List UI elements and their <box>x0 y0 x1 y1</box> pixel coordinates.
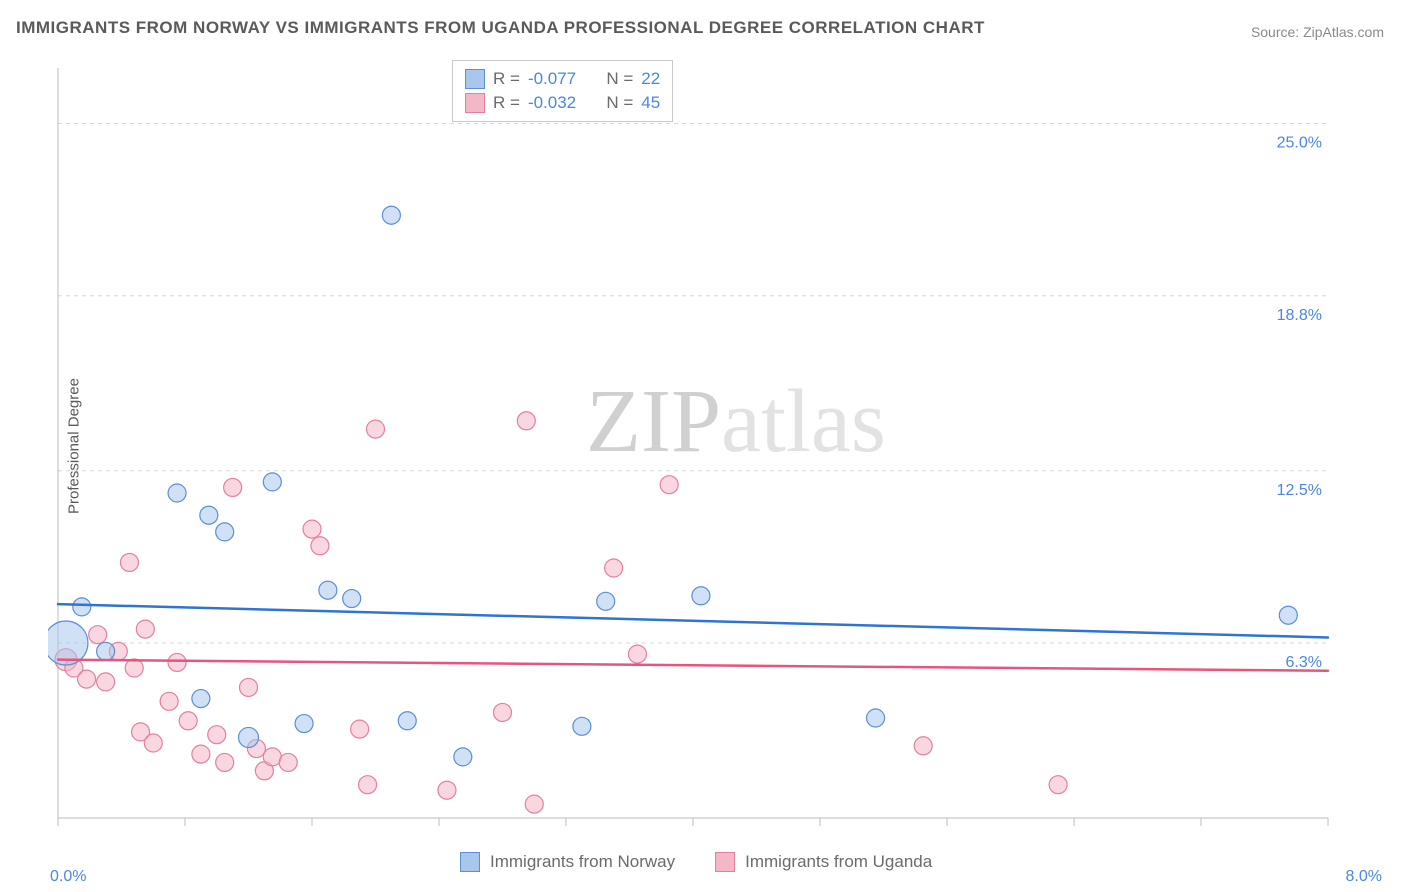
series-legend: Immigrants from Norway Immigrants from Ug… <box>460 852 932 872</box>
data-point <box>311 537 329 555</box>
legend-r-label: R = <box>493 69 520 89</box>
data-point <box>343 590 361 608</box>
data-point <box>192 745 210 763</box>
legend-swatch <box>465 69 485 89</box>
legend-n-value: 22 <box>641 69 660 89</box>
data-point <box>573 717 591 735</box>
data-point <box>160 692 178 710</box>
legend-n-label: N = <box>606 69 633 89</box>
data-point <box>125 659 143 677</box>
data-point <box>168 653 186 671</box>
data-point <box>597 592 615 610</box>
data-point <box>319 581 337 599</box>
chart-area: 6.3% 12.5% 18.8% 25.0% <box>48 58 1338 828</box>
source-attribution: Source: ZipAtlas.com <box>1251 24 1384 40</box>
data-point <box>454 748 472 766</box>
data-point <box>351 720 369 738</box>
trend-line <box>58 660 1328 671</box>
data-point <box>628 645 646 663</box>
series-legend-label: Immigrants from Norway <box>490 852 675 872</box>
data-point <box>97 642 115 660</box>
page-title: IMMIGRANTS FROM NORWAY VS IMMIGRANTS FRO… <box>16 18 985 38</box>
legend-n-value: 45 <box>641 93 660 113</box>
x-axis-max-label: 8.0% <box>1346 868 1382 886</box>
data-point <box>867 709 885 727</box>
data-point <box>73 598 91 616</box>
data-point <box>1279 606 1297 624</box>
data-point <box>224 478 242 496</box>
data-point <box>168 484 186 502</box>
data-point <box>216 753 234 771</box>
data-point <box>144 734 162 752</box>
data-point <box>192 690 210 708</box>
legend-r-label: R = <box>493 93 520 113</box>
legend-r-value: -0.032 <box>528 93 576 113</box>
correlation-legend-row: R = -0.032 N = 45 <box>465 91 660 115</box>
data-point <box>398 712 416 730</box>
data-point <box>382 206 400 224</box>
data-point <box>78 670 96 688</box>
data-point <box>1049 776 1067 794</box>
data-point <box>279 753 297 771</box>
data-point <box>367 420 385 438</box>
legend-swatch <box>465 93 485 113</box>
y-tick-label: 12.5% <box>1277 482 1322 499</box>
data-point <box>216 523 234 541</box>
data-point <box>660 476 678 494</box>
data-point <box>240 678 258 696</box>
series-legend-item: Immigrants from Uganda <box>715 852 932 872</box>
data-point <box>359 776 377 794</box>
y-tick-label: 25.0% <box>1277 135 1322 152</box>
correlation-legend-row: R = -0.077 N = 22 <box>465 67 660 91</box>
correlation-legend: R = -0.077 N = 22R = -0.032 N = 45 <box>452 60 673 122</box>
data-point <box>263 748 281 766</box>
trend-line <box>58 604 1328 637</box>
data-point <box>517 412 535 430</box>
data-point <box>48 621 88 665</box>
data-point <box>136 620 154 638</box>
series-legend-item: Immigrants from Norway <box>460 852 675 872</box>
data-point <box>303 520 321 538</box>
legend-swatch <box>460 852 480 872</box>
data-point <box>914 737 932 755</box>
data-point <box>494 703 512 721</box>
y-tick-label: 6.3% <box>1286 654 1322 671</box>
legend-swatch <box>715 852 735 872</box>
legend-n-label: N = <box>606 93 633 113</box>
series-legend-label: Immigrants from Uganda <box>745 852 932 872</box>
data-point <box>438 781 456 799</box>
data-point <box>200 506 218 524</box>
x-axis-min-label: 0.0% <box>50 868 86 886</box>
y-tick-label: 18.8% <box>1277 307 1322 324</box>
data-point <box>179 712 197 730</box>
data-point <box>605 559 623 577</box>
data-point <box>120 553 138 571</box>
data-point <box>525 795 543 813</box>
data-point <box>208 726 226 744</box>
data-point <box>97 673 115 691</box>
data-point <box>89 626 107 644</box>
legend-r-value: -0.077 <box>528 69 576 89</box>
data-point <box>295 715 313 733</box>
data-point <box>263 473 281 491</box>
data-point <box>692 587 710 605</box>
scatter-plot: 6.3% 12.5% 18.8% 25.0% <box>48 58 1338 828</box>
data-point <box>239 727 259 747</box>
